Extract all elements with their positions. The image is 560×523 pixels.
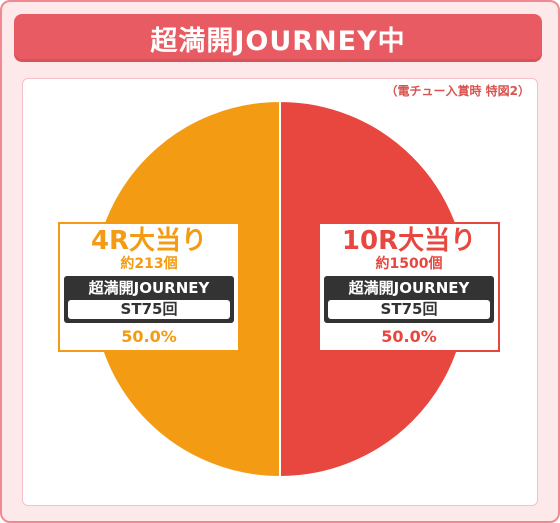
- trigger-note: （電チュー入賞時 特図2）: [385, 84, 530, 98]
- slice-mode-4r: 超満開JOURNEY: [88, 279, 210, 297]
- slice-st-4r: ST75回: [68, 300, 230, 319]
- label-box-10r: 10R大当り 約1500個 超満開JOURNEY ST75回 50.0%: [318, 222, 500, 352]
- label-box-4r: 4R大当り 約213個 超満開JOURNEY ST75回 50.0%: [58, 222, 240, 352]
- slice-percent-10r: 50.0%: [381, 327, 437, 346]
- slice-st-10r: ST75回: [328, 300, 490, 319]
- slice-mode-10r: 超満開JOURNEY: [348, 279, 470, 297]
- mode-badge-4r: 超満開JOURNEY ST75回: [64, 276, 234, 323]
- slice-label-10r: 10R大当り: [341, 226, 477, 256]
- slice-balls-4r: 約213個: [120, 256, 178, 272]
- mode-badge-10r: 超満開JOURNEY ST75回: [324, 276, 494, 323]
- slice-balls-10r: 約1500個: [375, 256, 443, 272]
- slice-percent-4r: 50.0%: [121, 327, 177, 346]
- slice-label-4r: 4R大当り: [90, 226, 208, 256]
- chart-title: 超満開JOURNEY中: [14, 14, 542, 62]
